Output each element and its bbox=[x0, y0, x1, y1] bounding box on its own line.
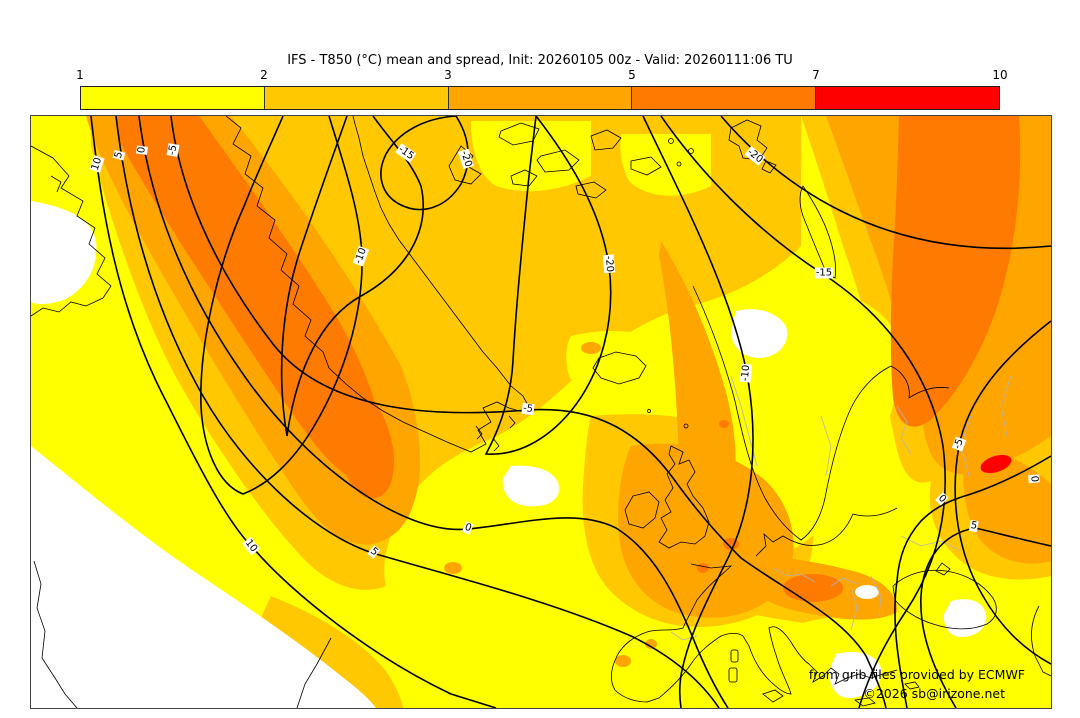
colorbar-segment-7-10 bbox=[815, 87, 999, 109]
mean-contours bbox=[90, 116, 1051, 708]
contour-label: -5 bbox=[166, 143, 180, 157]
colorbar-tick: 7 bbox=[812, 68, 820, 82]
spread-fill-below-1 bbox=[31, 201, 987, 708]
contour-label: 0 bbox=[1028, 474, 1040, 484]
colorbar-tick: 10 bbox=[992, 68, 1008, 82]
map-graphic bbox=[31, 116, 1051, 708]
contour-label: -15 bbox=[814, 267, 834, 279]
contour-label: 0 bbox=[136, 145, 148, 155]
colorbar-segment-1-2 bbox=[81, 87, 264, 109]
attribution-copyright: ©2026 sb@irizone.net bbox=[863, 686, 1005, 701]
spread-fill-7-10 bbox=[980, 454, 1012, 474]
colorbar-tick: 3 bbox=[444, 68, 452, 82]
contour-label: -5 bbox=[521, 402, 535, 416]
chart-title: IFS - T850 (°C) mean and spread, Init: 2… bbox=[287, 53, 793, 68]
colorbar-tick: 5 bbox=[628, 68, 636, 82]
attribution-source: from grib files provided by ECMWF bbox=[808, 667, 1025, 682]
colorbar-tick: 1 bbox=[76, 68, 84, 82]
coastlines bbox=[31, 116, 1051, 708]
forecast-map: 10 5 0 -5 -10 -15 -20 -20 -20 -15 -10 -5 0 5 10 -5 0 5 0 f… bbox=[30, 115, 1052, 709]
colorbar-segment-2-3 bbox=[263, 87, 448, 109]
colorbar-tick-labels: 1 2 3 5 7 10 bbox=[76, 68, 1007, 84]
colorbar-segment-5-7 bbox=[631, 87, 816, 109]
spread-colorbar bbox=[80, 86, 1000, 110]
contour-label: -10 bbox=[739, 363, 753, 383]
colorbar-tick: 2 bbox=[260, 68, 268, 82]
contour-label: -20 bbox=[602, 254, 616, 274]
colorbar-segment-3-5 bbox=[447, 87, 632, 109]
